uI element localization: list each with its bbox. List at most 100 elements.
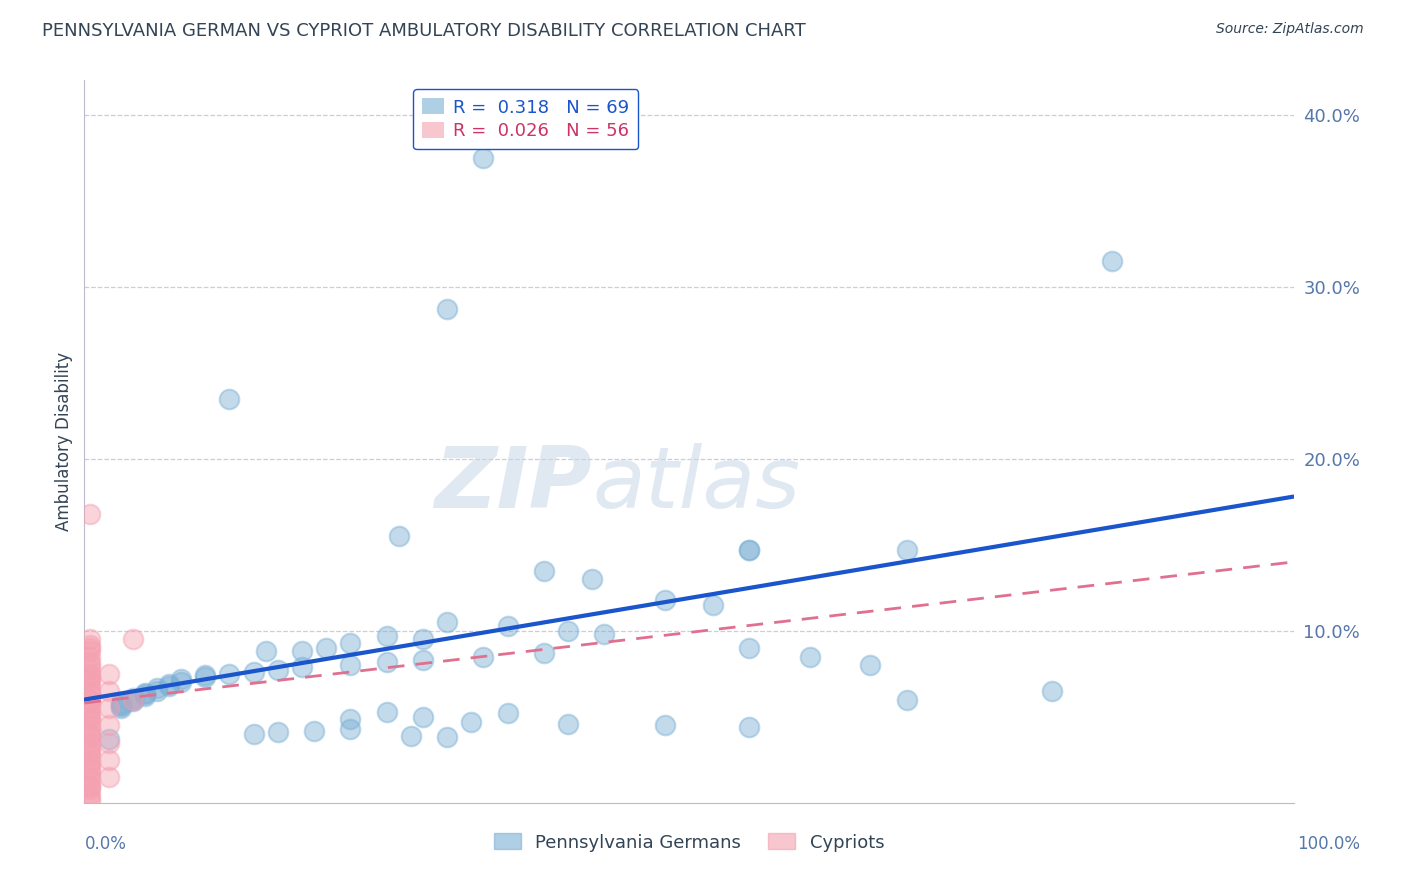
- Point: [375, 655, 398, 669]
- Point: [194, 670, 217, 684]
- Point: [242, 665, 264, 679]
- Point: [79, 761, 101, 775]
- Point: [581, 572, 603, 586]
- Point: [315, 640, 337, 655]
- Point: [79, 507, 101, 521]
- Point: [557, 716, 579, 731]
- Point: [533, 646, 555, 660]
- Point: [436, 302, 458, 317]
- Point: [218, 392, 240, 406]
- Point: [496, 618, 519, 632]
- Point: [302, 723, 325, 738]
- Point: [291, 644, 314, 658]
- Text: PENNSYLVANIA GERMAN VS CYPRIOT AMBULATORY DISABILITY CORRELATION CHART: PENNSYLVANIA GERMAN VS CYPRIOT AMBULATOR…: [42, 22, 806, 40]
- Point: [339, 658, 361, 673]
- Text: 0.0%: 0.0%: [84, 835, 127, 853]
- Point: [79, 655, 101, 669]
- Point: [79, 670, 101, 684]
- Point: [339, 722, 361, 736]
- Point: [460, 714, 482, 729]
- Point: [110, 696, 132, 710]
- Point: [79, 735, 101, 749]
- Point: [97, 684, 120, 698]
- Point: [291, 660, 314, 674]
- Point: [79, 672, 101, 686]
- Point: [375, 629, 398, 643]
- Point: [121, 692, 143, 706]
- Point: [97, 732, 120, 747]
- Point: [97, 718, 120, 732]
- Point: [170, 675, 193, 690]
- Point: [110, 699, 132, 714]
- Point: [121, 632, 143, 647]
- Text: atlas: atlas: [592, 443, 800, 526]
- Point: [339, 636, 361, 650]
- Point: [157, 677, 180, 691]
- Point: [134, 686, 156, 700]
- Point: [79, 753, 101, 767]
- Point: [79, 727, 101, 741]
- Point: [79, 692, 101, 706]
- Point: [654, 592, 676, 607]
- Point: [146, 684, 169, 698]
- Point: [242, 727, 264, 741]
- Point: [79, 710, 101, 724]
- Point: [121, 692, 143, 706]
- Point: [79, 658, 101, 673]
- Point: [412, 632, 434, 647]
- Point: [896, 692, 918, 706]
- Point: [79, 739, 101, 753]
- Point: [79, 684, 101, 698]
- Point: [79, 705, 101, 719]
- Point: [79, 666, 101, 681]
- Point: [79, 727, 101, 741]
- Point: [121, 690, 143, 705]
- Point: [79, 713, 101, 727]
- Point: [738, 542, 761, 557]
- Text: 100.0%: 100.0%: [1298, 835, 1360, 853]
- Point: [79, 794, 101, 808]
- Point: [79, 744, 101, 758]
- Point: [79, 710, 101, 724]
- Point: [79, 679, 101, 693]
- Point: [97, 735, 120, 749]
- Legend: Pennsylvania Germans, Cypriots: Pennsylvania Germans, Cypriots: [486, 826, 891, 859]
- Point: [79, 696, 101, 710]
- Point: [533, 564, 555, 578]
- Point: [859, 658, 882, 673]
- Point: [79, 756, 101, 771]
- Point: [1101, 253, 1123, 268]
- Point: [79, 761, 101, 775]
- Point: [738, 720, 761, 734]
- Point: [79, 675, 101, 690]
- Point: [134, 689, 156, 703]
- Point: [799, 649, 821, 664]
- Point: [79, 770, 101, 784]
- Point: [436, 731, 458, 745]
- Point: [110, 701, 132, 715]
- Point: [110, 698, 132, 712]
- Point: [436, 615, 458, 630]
- Point: [121, 694, 143, 708]
- Point: [79, 779, 101, 793]
- Point: [97, 770, 120, 784]
- Point: [79, 701, 101, 715]
- Point: [194, 668, 217, 682]
- Point: [267, 664, 290, 678]
- Point: [79, 782, 101, 797]
- Point: [134, 687, 156, 701]
- Point: [375, 705, 398, 719]
- Point: [97, 753, 120, 767]
- Point: [79, 744, 101, 758]
- Point: [267, 725, 290, 739]
- Point: [157, 679, 180, 693]
- Point: [79, 747, 101, 762]
- Point: [496, 706, 519, 721]
- Point: [79, 644, 101, 658]
- Text: Source: ZipAtlas.com: Source: ZipAtlas.com: [1216, 22, 1364, 37]
- Point: [472, 151, 495, 165]
- Point: [79, 718, 101, 732]
- Point: [254, 644, 277, 658]
- Point: [79, 764, 101, 779]
- Point: [79, 722, 101, 736]
